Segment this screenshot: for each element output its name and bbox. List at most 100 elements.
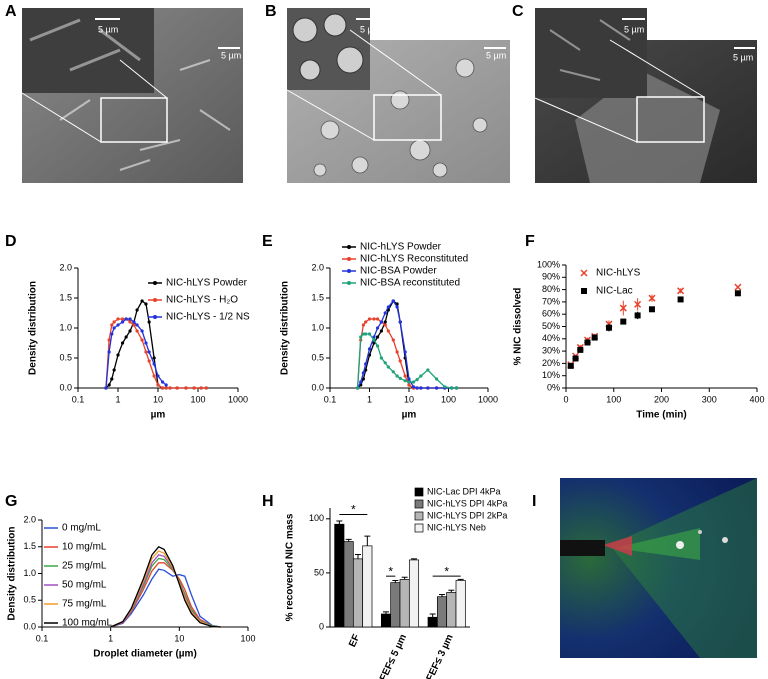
point (403, 379, 407, 383)
legend-label: NIC-hLYS DPI 4kPa (427, 498, 507, 508)
legend-label: 10 mg/mL (62, 542, 107, 553)
series-line (105, 318, 207, 389)
legend-label: NIC-hLYS DPI 2kPa (427, 510, 507, 520)
point (395, 374, 399, 378)
legend-swatch (414, 499, 424, 509)
point (403, 374, 407, 378)
legend-label: NIC-BSA Powder (360, 266, 437, 277)
x-tick-label: 100 (240, 633, 255, 643)
point (120, 320, 125, 324)
y-tick-label: 1.5 (311, 292, 324, 302)
x-tick-label: 10 (153, 394, 163, 404)
point (120, 317, 125, 321)
x-axis-title: Droplet diameter (µm) (93, 649, 197, 660)
point (107, 350, 111, 354)
point (407, 377, 411, 381)
y-tick-label: 0.0 (311, 382, 324, 392)
series-line (356, 318, 457, 389)
point (435, 386, 439, 390)
point (199, 386, 203, 390)
point (361, 377, 365, 381)
y-tick-label: 30% (542, 345, 560, 355)
x-tick-label: 10 (404, 394, 414, 404)
bar (334, 523, 345, 628)
legend-marker (153, 298, 157, 302)
point (107, 338, 111, 342)
point (152, 374, 156, 378)
x-tick-label: 1000 (478, 394, 498, 404)
point (140, 338, 144, 342)
point (156, 374, 160, 378)
point (140, 299, 144, 303)
point (391, 370, 395, 374)
legend-marker (581, 288, 587, 294)
point (379, 320, 383, 324)
point (398, 376, 402, 380)
point (398, 359, 402, 363)
x-axis-title: µm (151, 410, 166, 421)
point (375, 335, 380, 339)
bar (436, 596, 448, 628)
x-tick-label: 0.1 (324, 394, 337, 404)
point (147, 350, 151, 354)
panel-label: A (5, 3, 17, 20)
point (367, 332, 372, 336)
y-tick-label: 100% (537, 259, 560, 269)
x-tick-label: 400 (749, 394, 764, 404)
point (398, 320, 402, 324)
scale-bar-label: 5 µm (98, 24, 118, 34)
x-axis-title: Time (min) (636, 410, 686, 421)
point (375, 317, 380, 321)
legend-label: 0 mg/mL (62, 523, 101, 534)
bar (427, 616, 438, 628)
legend-marker (347, 269, 351, 273)
scale-bar-label: 5 µm (360, 24, 380, 34)
point (364, 332, 368, 336)
sem-image-c (534, 8, 757, 183)
point (419, 374, 423, 378)
x-tick-label: 100 (441, 394, 456, 404)
scale-bar-label: 5 µm (486, 50, 506, 60)
significance-star: * (388, 564, 393, 578)
point (648, 294, 656, 302)
point (204, 386, 208, 390)
scale-bar-label: 5 µm (624, 24, 644, 34)
y-tick-label: 2.0 (23, 514, 36, 524)
bar (446, 592, 457, 628)
point (192, 386, 196, 390)
point (124, 317, 128, 321)
point (567, 362, 574, 369)
point (112, 320, 116, 324)
point (116, 323, 120, 327)
y-tick-label: 10% (542, 370, 560, 380)
point (605, 324, 612, 331)
y-axis-title: Density distribution (280, 281, 291, 375)
y-tick-label: 70% (542, 296, 560, 306)
panel-label: I (532, 493, 536, 510)
y-tick-label: 1.0 (59, 322, 72, 332)
y-tick-label: 100 (309, 513, 324, 523)
series-line (357, 300, 457, 389)
x-tick-label: FPFEF≤ 3 µm (419, 633, 456, 679)
point (407, 383, 411, 387)
point (584, 339, 591, 346)
bar (352, 558, 364, 628)
point (415, 386, 419, 390)
point (128, 320, 132, 324)
point (359, 335, 363, 339)
panel-label: D (5, 233, 17, 250)
point (147, 320, 151, 324)
point (395, 350, 399, 354)
x-tick-label: 100 (190, 394, 205, 404)
point (359, 380, 363, 384)
point (367, 347, 372, 351)
point (184, 386, 188, 390)
y-tick-label: 0% (547, 382, 560, 392)
x-tick-label: 100 (606, 394, 621, 404)
point (391, 338, 395, 342)
legend-label: NIC-Lac (596, 286, 633, 297)
legend-swatch (414, 487, 424, 497)
point (677, 296, 684, 303)
y-tick-label: 1.0 (311, 322, 324, 332)
bar (343, 541, 354, 628)
